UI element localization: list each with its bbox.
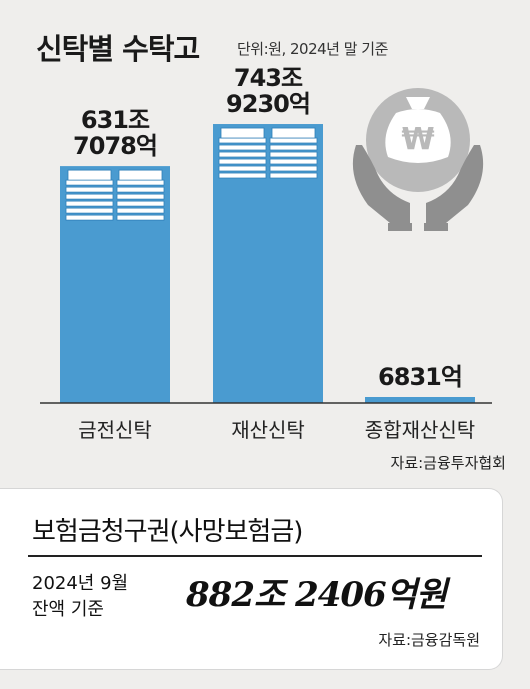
paper-stack-icon [269, 127, 318, 179]
bar-2 [213, 124, 323, 404]
paper-stack-icon [65, 169, 114, 221]
category-label: 금전신탁 [78, 418, 152, 442]
bar-3 [365, 397, 475, 403]
bar-rect [365, 397, 475, 403]
paper-stack-icon [116, 169, 165, 221]
bar-value-label: 9230억 [226, 90, 310, 118]
svg-text:₩: ₩ [401, 122, 434, 157]
chart-unit-note: 단위:원, 2024년 말 기준 [237, 40, 388, 58]
info-source: 자료:금융감독원 [378, 631, 480, 649]
category-label: 재산신탁 [231, 418, 305, 442]
bar-value-label: 6831억 [378, 363, 462, 391]
info-date-line1: 2024년 9월 [32, 573, 129, 594]
info-divider [28, 555, 482, 557]
category-label: 종합재산신탁 [365, 418, 475, 442]
bar-value-label: 631조 [81, 106, 150, 134]
info-box-title: 보험금청구권(사망보험금) [32, 517, 303, 547]
money-hands-icon: ₩ [352, 88, 484, 231]
info-amount: 882조 2406억원 [186, 575, 447, 615]
chart-title: 신탁별 수탁고 [36, 32, 200, 66]
bar-value-label: 7078억 [73, 132, 157, 160]
bar-value-label: 743조 [234, 64, 303, 92]
bar-1 [60, 166, 170, 403]
info-date: 2024년 9월 잔액 기준 [32, 571, 182, 623]
paper-stack-icon [218, 127, 267, 179]
insurance-claims-box: 보험금청구권(사망보험금) 2024년 9월 잔액 기준 882조 2406억원… [0, 488, 503, 670]
info-date-line2: 잔액 기준 [32, 599, 104, 620]
chart-source: 자료:금융투자협회 [390, 454, 506, 472]
